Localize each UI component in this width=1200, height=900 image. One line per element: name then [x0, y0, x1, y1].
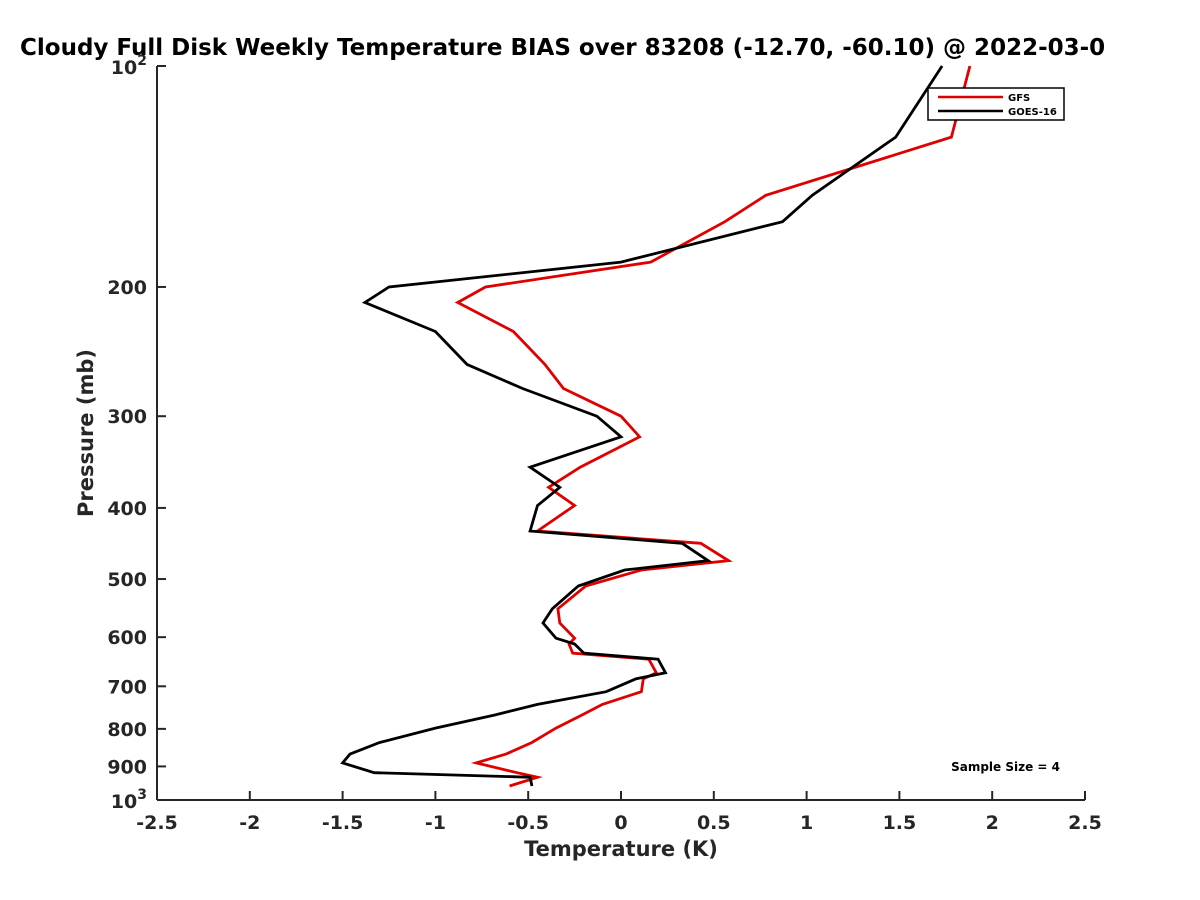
y-tick-label: 700 [107, 676, 147, 698]
x-tick-label: 1.5 [883, 812, 917, 834]
y-tick-label: 900 [107, 756, 147, 778]
x-tick-label: -0.5 [507, 812, 549, 834]
y-tick-label: 800 [107, 719, 147, 741]
legend-label-goes16: GOES-16 [1008, 107, 1057, 118]
x-tick-label: -1.5 [322, 812, 364, 834]
y-axis-ticks: 102 200 300 400 500 600 700 800 900 103 [107, 53, 166, 813]
x-tick-label: 1 [800, 812, 813, 834]
x-tick-label: -2 [239, 812, 260, 834]
series-line-goes-16 [340, 65, 944, 787]
y-tick-label: 102 [111, 53, 147, 79]
x-tick-label: -2.5 [136, 812, 178, 834]
y-tick-label: 600 [107, 627, 147, 649]
y-axis-label: Pressure (mb) [74, 349, 98, 517]
y-tick-label: 500 [107, 569, 147, 591]
series-line-gfs [454, 65, 972, 788]
x-axis-label: Temperature (K) [524, 837, 718, 861]
y-tick-label: 300 [107, 406, 147, 428]
series-lines [340, 65, 972, 788]
legend: GFS GOES-16 [927, 87, 1065, 121]
x-tick-label: 2 [986, 812, 999, 834]
x-tick-label: 0.5 [697, 812, 731, 834]
x-tick-label: 0 [614, 812, 627, 834]
x-tick-label: 2.5 [1068, 812, 1102, 834]
x-axis-ticks: -2.5 -2 -1.5 -1 -0.5 0 0.5 1 1.5 2 2.5 [136, 791, 1102, 834]
y-tick-label: 400 [107, 498, 147, 520]
y-tick-label: 200 [107, 277, 147, 299]
y-tick-label: 103 [111, 787, 147, 813]
x-tick-label: -1 [425, 812, 446, 834]
chart-title: Cloudy Full Disk Weekly Temperature BIAS… [20, 35, 1105, 61]
legend-box [927, 87, 1065, 121]
legend-label-gfs: GFS [1008, 93, 1030, 104]
sample-size-annotation: Sample Size = 4 [951, 760, 1060, 774]
